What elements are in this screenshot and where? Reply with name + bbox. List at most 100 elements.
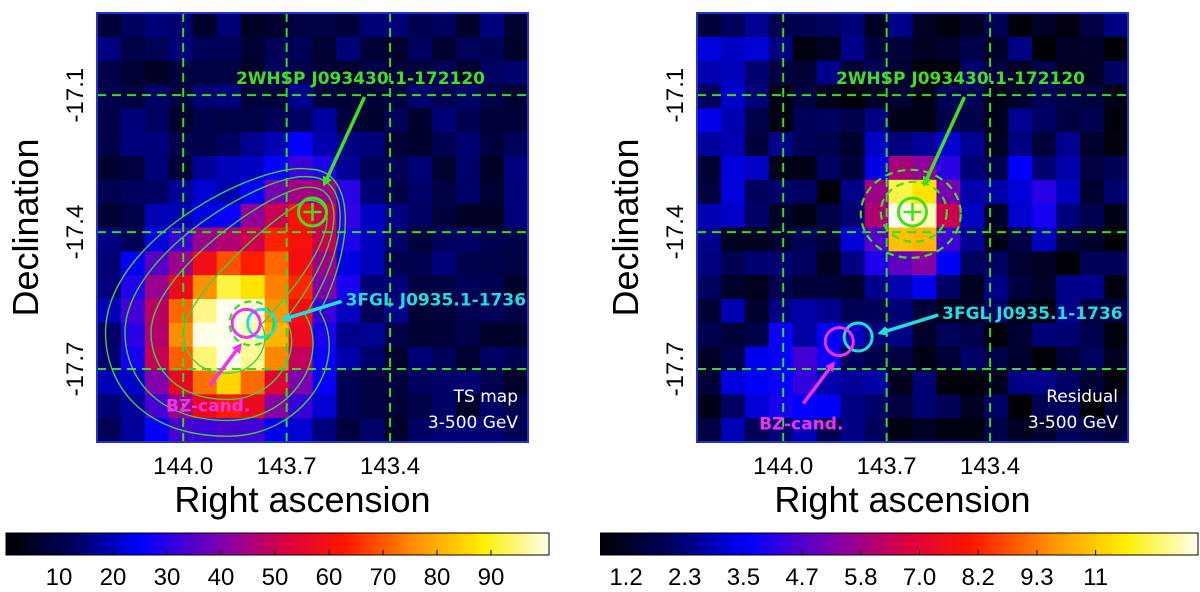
- contour-line: [150, 186, 335, 401]
- heatmap-pixel: [744, 394, 770, 419]
- heatmap-pixel: [1008, 370, 1033, 395]
- heatmap-pixel: [144, 108, 170, 133]
- heatmap-pixel: [384, 36, 409, 62]
- heatmap-pixel: [1032, 418, 1057, 442]
- heatmap-pixel: [1080, 322, 1105, 348]
- heatmap-pixel: [432, 299, 457, 324]
- heatmap-pixel: [168, 179, 194, 205]
- heatmap-pixel: [697, 370, 722, 395]
- heatmap-pixel: [960, 370, 985, 395]
- heatmap-pixel: [960, 203, 985, 229]
- colorbar-tick-label: 90: [478, 564, 505, 591]
- heatmap-pixel: [1032, 322, 1057, 348]
- label-3fgl: 3FGL J0935.1-1736: [346, 290, 526, 310]
- heatmap-pixel: [912, 60, 938, 86]
- heatmap-pixel: [1032, 346, 1057, 372]
- heatmap-pixel: [480, 156, 505, 181]
- heatmap-pixel: [912, 36, 938, 62]
- heatmap-pixel: [144, 132, 170, 157]
- heatmap-pixel: [336, 418, 361, 442]
- heatmap-pixel: [912, 108, 938, 133]
- heatmap-pixel: [480, 179, 505, 205]
- heatmap-pixel: [1008, 346, 1033, 372]
- heatmap-pixel: [360, 322, 385, 348]
- heatmap-pixel: [744, 84, 770, 109]
- heatmap-pixel: [384, 156, 409, 181]
- contour-line: [879, 180, 948, 243]
- heatmap-pixel: [312, 84, 338, 109]
- heatmap-pixel: [480, 299, 505, 324]
- heatmap-pixel: [936, 60, 961, 86]
- heatmap-pixel: [864, 370, 890, 395]
- arrow-bz: [801, 361, 836, 405]
- panel-label: TS map: [453, 387, 518, 407]
- heatmap-pixel: [864, 132, 890, 157]
- heatmap-pixel: [97, 203, 122, 229]
- heatmap-pixel: [1032, 108, 1057, 133]
- heatmap-pixel: [768, 251, 794, 276]
- heatmap-pixel: [97, 322, 122, 348]
- heatmap-pixel: [336, 36, 361, 62]
- heatmap-pixel: [1104, 418, 1128, 442]
- heatmap-pixel: [816, 299, 842, 324]
- heatmap-pixel: [816, 251, 842, 276]
- heatmap-pixel: [1056, 156, 1081, 181]
- heatmap-pixel: [744, 60, 770, 86]
- heatmap-pixel: [240, 346, 266, 372]
- source-circle: [246, 307, 278, 339]
- heatmap-pixel: [720, 60, 746, 86]
- heatmap-pixels: [697, 13, 1128, 442]
- colorbar-tick-label: 80: [424, 564, 451, 591]
- heatmap-pixel: [192, 36, 218, 62]
- heatmap-pixel: [936, 394, 961, 419]
- heatmap-pixel: [1104, 203, 1128, 229]
- energy-range-label: 3-500 GeV: [428, 413, 518, 433]
- heatmap-pixel: [888, 370, 914, 395]
- heatmap-pixel: [240, 370, 266, 395]
- heatmap-pixel: [744, 179, 770, 205]
- heatmap-pixel: [432, 251, 457, 276]
- heatmap-pixel: [816, 394, 842, 419]
- heatmap-pixel: [432, 13, 457, 38]
- heatmap-pixel: [912, 346, 938, 372]
- heatmap-pixel: [697, 84, 722, 109]
- heatmap-pixel: [120, 418, 146, 442]
- heatmap-pixel: [432, 132, 457, 157]
- heatmap-pixel: [360, 203, 385, 229]
- heatmap-pixel: [1008, 251, 1033, 276]
- heatmap-pixel: [264, 203, 290, 229]
- heatmap-pixel: [840, 36, 866, 62]
- heatmap-pixel: [216, 60, 242, 86]
- heatmap-pixel: [264, 36, 290, 62]
- heatmap-pixel: [456, 299, 481, 324]
- heatmap-pixel: [768, 370, 794, 395]
- source-marker: [230, 307, 262, 339]
- heatmap-pixel: [864, 394, 890, 419]
- heatmap-pixel: [480, 203, 505, 229]
- heatmap-pixel: [480, 132, 505, 157]
- heatmap-pixel: [720, 13, 746, 38]
- heatmap-pixel: [120, 299, 146, 324]
- heatmap-pixel: [720, 251, 746, 276]
- heatmap-pixel: [288, 346, 314, 372]
- contour-line: [859, 168, 962, 259]
- heatmap-pixel: [480, 346, 505, 372]
- heatmap-pixel: [888, 156, 914, 181]
- heatmap-pixel: [888, 346, 914, 372]
- y-axis-title: Declination: [605, 138, 646, 316]
- source-marker: [842, 321, 874, 353]
- heatmap-pixel: [720, 179, 746, 205]
- heatmap-pixel: [264, 60, 290, 86]
- heatmap-pixel: [1080, 394, 1105, 419]
- heatmap-pixel: [840, 60, 866, 86]
- heatmap-pixel: [960, 108, 985, 133]
- heatmap-pixel: [120, 108, 146, 133]
- arrow-2whsp: [922, 96, 967, 187]
- colorbar-tick-label: 1.2: [609, 564, 642, 591]
- heatmap-pixel: [1104, 299, 1128, 324]
- heatmap-pixel: [768, 132, 794, 157]
- heatmap-pixel: [1080, 132, 1105, 157]
- heatmap-pixel: [697, 60, 722, 86]
- heatmap-pixel: [936, 203, 961, 229]
- heatmap-pixel: [1032, 60, 1057, 86]
